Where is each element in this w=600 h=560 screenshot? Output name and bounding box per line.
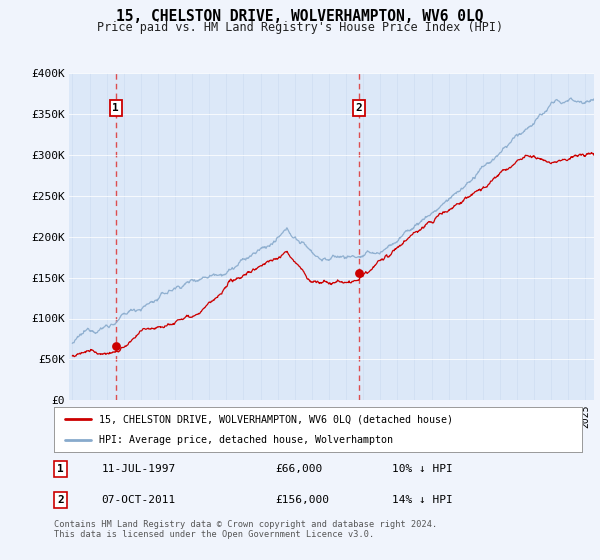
Point [111,342,121,351]
Text: Price paid vs. HM Land Registry's House Price Index (HPI): Price paid vs. HM Land Registry's House … [97,21,503,34]
Text: Contains HM Land Registry data © Crown copyright and database right 2024.
This d: Contains HM Land Registry data © Crown c… [54,520,437,539]
Text: 15, CHELSTON DRIVE, WOLVERHAMPTON, WV6 0LQ (detached house): 15, CHELSTON DRIVE, WOLVERHAMPTON, WV6 0… [99,414,453,424]
Text: 11-JUL-1997: 11-JUL-1997 [101,464,176,474]
Text: 10% ↓ HPI: 10% ↓ HPI [392,464,452,474]
Point [355,268,364,277]
Text: 14% ↓ HPI: 14% ↓ HPI [392,494,452,505]
Text: 2: 2 [57,494,64,505]
Text: £66,000: £66,000 [276,464,323,474]
Text: 1: 1 [57,464,64,474]
Text: £156,000: £156,000 [276,494,330,505]
Text: HPI: Average price, detached house, Wolverhampton: HPI: Average price, detached house, Wolv… [99,435,393,445]
Text: 2: 2 [356,103,362,113]
Text: 1: 1 [112,103,119,113]
Text: 07-OCT-2011: 07-OCT-2011 [101,494,176,505]
Text: 15, CHELSTON DRIVE, WOLVERHAMPTON, WV6 0LQ: 15, CHELSTON DRIVE, WOLVERHAMPTON, WV6 0… [116,9,484,24]
